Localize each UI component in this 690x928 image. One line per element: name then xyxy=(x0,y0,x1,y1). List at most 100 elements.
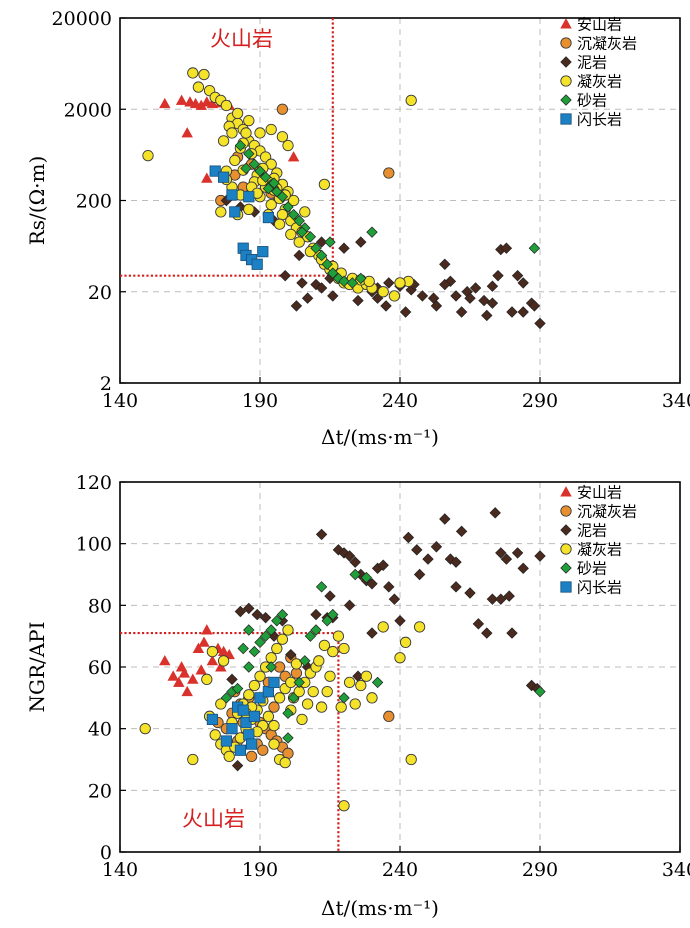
data-point xyxy=(506,627,518,639)
data-point xyxy=(282,624,294,636)
series-6 xyxy=(209,165,275,270)
legend-marker xyxy=(560,37,572,49)
data-points xyxy=(142,67,546,330)
data-point xyxy=(413,568,426,581)
legend-marker xyxy=(560,18,572,29)
series-4 xyxy=(139,621,426,812)
region-annotation: 火山岩 xyxy=(210,27,273,51)
data-point xyxy=(187,753,199,766)
data-point xyxy=(293,676,305,689)
data-point xyxy=(394,615,406,627)
data-point xyxy=(321,686,333,698)
data-point xyxy=(231,759,244,772)
data-point xyxy=(293,236,305,248)
data-point xyxy=(251,258,263,270)
data-point xyxy=(268,719,280,732)
data-point xyxy=(192,81,205,93)
data-point xyxy=(240,127,252,139)
data-point xyxy=(315,528,328,541)
legend-label: 闪长岩 xyxy=(577,579,622,597)
data-point xyxy=(321,615,333,627)
series-6 xyxy=(206,676,280,756)
data-point xyxy=(259,630,272,642)
data-point xyxy=(209,165,221,177)
data-point xyxy=(430,541,443,553)
grid xyxy=(120,482,680,852)
data-point xyxy=(299,655,311,667)
data-point xyxy=(338,275,350,288)
data-point xyxy=(243,602,255,615)
y-tick-label: 200 xyxy=(76,191,112,213)
data-point xyxy=(251,608,263,621)
data-point xyxy=(198,68,210,81)
legend-label: 沉凝灰岩 xyxy=(577,503,637,521)
data-point xyxy=(243,624,255,636)
data-point xyxy=(315,581,328,593)
data-point xyxy=(259,171,272,183)
data-point xyxy=(257,246,269,258)
data-point xyxy=(517,277,529,289)
data-point xyxy=(304,231,317,243)
data-point xyxy=(248,710,260,722)
data-point xyxy=(492,269,504,282)
data-point xyxy=(243,661,255,673)
data-point xyxy=(377,286,389,298)
data-point xyxy=(366,578,378,590)
data-point xyxy=(405,94,417,107)
data-point xyxy=(296,713,308,726)
data-point xyxy=(262,686,275,698)
data-point xyxy=(293,249,305,262)
data-point xyxy=(271,615,283,627)
data-point xyxy=(318,639,331,652)
data-point xyxy=(243,148,255,160)
data-point xyxy=(301,698,314,710)
x-tick-label: 290 xyxy=(522,390,558,412)
x-tick-label: 290 xyxy=(522,859,558,881)
data-point xyxy=(139,723,151,735)
data-point xyxy=(315,236,328,248)
data-point xyxy=(343,550,356,562)
data-point xyxy=(388,290,401,302)
data-point xyxy=(234,605,247,618)
data-point xyxy=(399,306,412,318)
y-tick-label: 0 xyxy=(100,842,112,864)
x-tick-label: 340 xyxy=(662,859,690,881)
data-point xyxy=(377,559,389,571)
data-point xyxy=(198,636,210,647)
data-point xyxy=(206,713,218,726)
data-point xyxy=(349,698,361,710)
data-point xyxy=(279,756,291,769)
legend-marker xyxy=(560,562,572,574)
legend-marker xyxy=(560,524,572,536)
y-tick-label: 20 xyxy=(88,282,112,304)
data-point xyxy=(273,218,286,230)
y-axis-title: Rs/(Ω·m) xyxy=(25,156,49,246)
data-point xyxy=(324,236,336,248)
data-point xyxy=(215,698,227,710)
data-point xyxy=(285,228,297,241)
data-point xyxy=(265,123,277,136)
data-point xyxy=(276,191,289,203)
data-point xyxy=(142,150,154,162)
series-5 xyxy=(220,568,546,744)
data-points xyxy=(139,507,546,812)
data-point xyxy=(394,652,406,664)
data-point xyxy=(187,67,199,79)
data-point xyxy=(268,738,280,750)
data-point xyxy=(296,277,308,289)
data-point xyxy=(481,309,493,322)
data-point xyxy=(287,151,300,162)
data-point xyxy=(310,608,322,621)
data-point xyxy=(290,300,303,312)
region-annotation: 火山岩 xyxy=(182,807,245,831)
data-point xyxy=(262,211,275,224)
data-point xyxy=(217,171,230,183)
data-point xyxy=(307,686,319,698)
data-point xyxy=(268,676,280,689)
data-point xyxy=(262,710,275,722)
data-point xyxy=(427,292,440,304)
data-point xyxy=(318,178,331,191)
data-point xyxy=(287,692,300,704)
legend-marker xyxy=(560,581,572,593)
data-point xyxy=(243,115,255,127)
